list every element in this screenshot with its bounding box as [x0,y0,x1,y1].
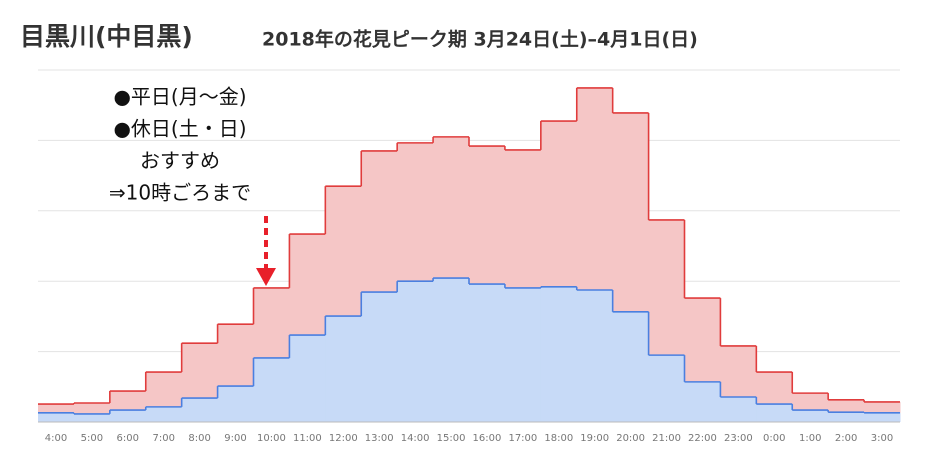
annotation: ●休日(土・日) [113,117,246,141]
step-area [38,412,75,422]
step-area [145,406,183,422]
step-area [217,386,254,422]
step-area [648,355,685,422]
chart-title: 目黒川(中目黒) [20,22,193,51]
x-tick-label: 15:00 [437,433,466,444]
x-tick-label: 21:00 [652,433,681,444]
step-area [433,278,470,422]
x-tick-label: 5:00 [81,433,103,444]
x-tick-label: 3:00 [871,433,893,444]
x-tick-label: 14:00 [401,433,430,444]
x-tick-label: 6:00 [117,433,139,444]
step-area [504,287,542,422]
x-tick-label: 17:00 [508,433,537,444]
annotation: おすすめ [140,149,220,173]
step-area [109,410,147,422]
x-tick-label: 23:00 [724,433,753,444]
step-area [325,316,362,422]
step-area [397,281,434,422]
x-tick-label: 20:00 [616,433,645,444]
step-area [720,397,757,422]
step-area [289,335,326,422]
x-tick-label: 12:00 [329,433,358,444]
x-tick-label: 2:00 [835,433,857,444]
x-tick-label: 8:00 [188,433,210,444]
step-area [792,410,829,422]
x-tick-label: 7:00 [152,433,174,444]
step-area [864,412,901,422]
step-area [756,404,793,422]
step-area [253,357,290,422]
step-area [540,286,578,422]
step-area [828,412,865,422]
x-tick-label: 19:00 [580,433,609,444]
x-tick-label: 0:00 [763,433,785,444]
annotation-arrowhead [256,268,276,286]
annotation: ⇒10時ごろまで [109,181,251,205]
x-tick-label: 1:00 [799,433,821,444]
step-area [612,311,650,422]
step-area [469,284,506,422]
step-area [576,290,614,422]
x-tick-label: 22:00 [688,433,717,444]
x-tick-label: 10:00 [257,433,286,444]
chart-subtitle: 2018年の花見ピーク期 3月24日(土)–4月1日(日) [262,28,698,51]
x-tick-label: 9:00 [224,433,246,444]
step-area [361,292,398,422]
x-tick-label: 16:00 [473,433,502,444]
step-area [181,398,219,422]
x-tick-label: 11:00 [293,433,322,444]
x-tick-label: 4:00 [45,433,67,444]
x-tick-label: 13:00 [365,433,394,444]
step-area [684,381,721,422]
annotation: ●平日(月～金) [113,85,246,109]
x-tick-label: 18:00 [544,433,573,444]
step-area [73,413,111,422]
